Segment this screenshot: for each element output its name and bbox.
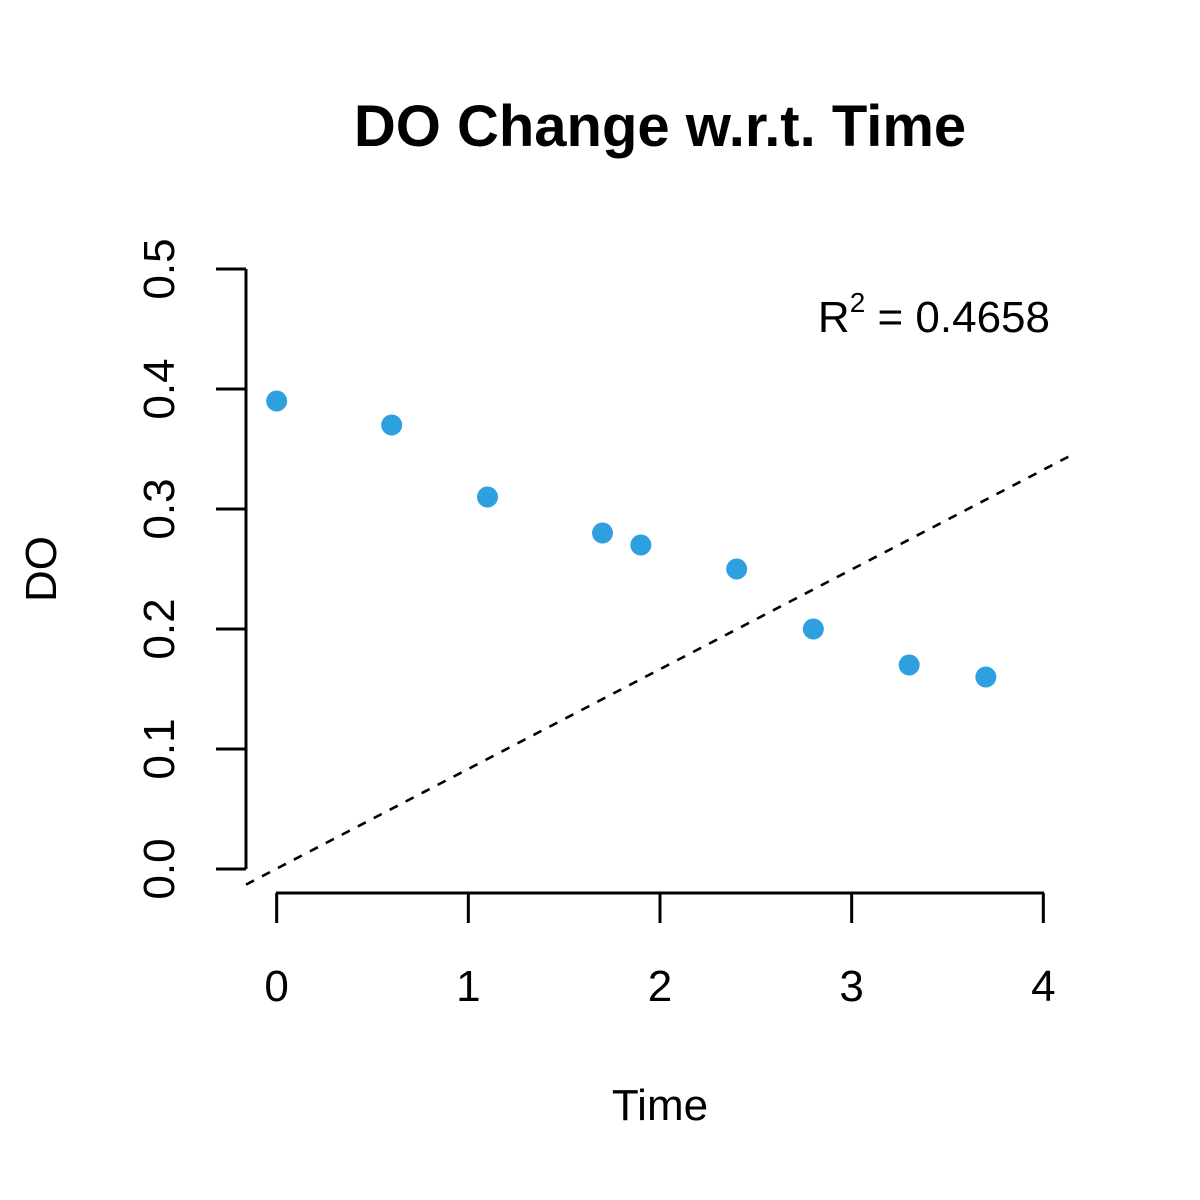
data-point bbox=[266, 390, 288, 412]
data-points bbox=[266, 390, 997, 688]
y-axis-ticks: 0.0 0.1 0.2 0.3 0.4 0.5 bbox=[135, 238, 246, 900]
data-point bbox=[630, 534, 652, 556]
x-axis-label: Time bbox=[612, 1081, 708, 1130]
y-tick-label: 0.4 bbox=[135, 358, 184, 419]
data-point bbox=[975, 666, 997, 688]
r-squared-superscript: 2 bbox=[850, 287, 866, 318]
x-tick-label: 3 bbox=[839, 962, 863, 1011]
y-tick-label: 0.1 bbox=[135, 718, 184, 779]
y-tick-label: 0.0 bbox=[135, 838, 184, 899]
data-point bbox=[477, 486, 498, 508]
r-squared-base: R bbox=[818, 293, 850, 342]
x-tick-label: 1 bbox=[456, 962, 480, 1011]
r-squared-annotation: R2 = 0.4658 bbox=[818, 287, 1050, 342]
x-axis-ticks: 0 1 2 3 4 bbox=[264, 893, 1056, 1011]
y-axis-label: DO bbox=[17, 536, 66, 602]
reference-dashed-line bbox=[245, 452, 1075, 886]
data-point bbox=[726, 558, 748, 580]
y-tick-label: 0.5 bbox=[135, 238, 184, 299]
x-tick-label: 4 bbox=[1031, 962, 1055, 1011]
y-tick-label: 0.3 bbox=[135, 478, 184, 539]
x-tick-label: 2 bbox=[648, 962, 672, 1011]
data-point bbox=[381, 414, 403, 436]
chart-title: DO Change w.r.t. Time bbox=[354, 94, 966, 159]
y-tick-label: 0.2 bbox=[135, 598, 184, 659]
data-point bbox=[898, 654, 920, 676]
data-point bbox=[802, 618, 824, 640]
data-point bbox=[592, 522, 613, 544]
x-tick-label: 0 bbox=[264, 962, 288, 1011]
r-squared-value: = 0.4658 bbox=[865, 293, 1050, 342]
